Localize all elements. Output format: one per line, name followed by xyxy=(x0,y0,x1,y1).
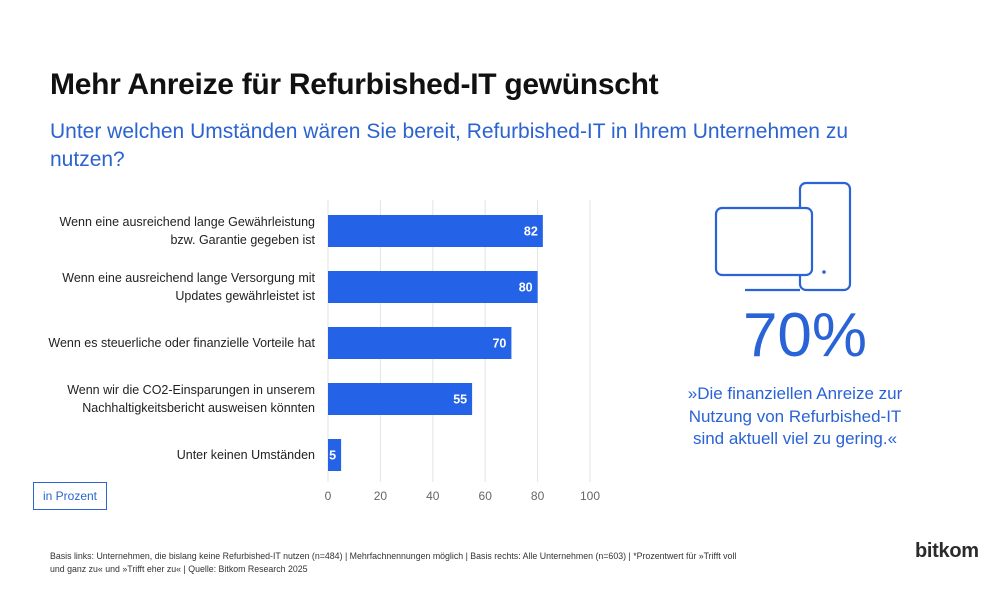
x-tick-label: 0 xyxy=(325,489,332,503)
value-label: 70 xyxy=(492,336,506,350)
phone-button xyxy=(822,270,826,274)
footnote: Basis links: Unternehmen, die bislang ke… xyxy=(50,551,737,574)
bar xyxy=(328,383,473,415)
subtitle: Unter welchen Umständen wären Sie bereit… xyxy=(50,120,848,171)
bar xyxy=(328,439,342,471)
x-tick-label: 40 xyxy=(426,489,440,503)
bar xyxy=(328,327,512,359)
category-label: Unter keinen Umständen xyxy=(176,448,315,462)
callout-quote: »Die finanziellen Anreize zur Nutzung vo… xyxy=(687,384,903,448)
x-tick-label: 20 xyxy=(374,489,388,503)
category-label: Wenn eine ausreichend lange Gewährleistu… xyxy=(59,215,316,247)
bar xyxy=(328,271,538,303)
device-icon xyxy=(714,181,852,292)
callout-figure: 70% xyxy=(742,301,868,370)
category-label: Wenn eine ausreichend lange Versorgung m… xyxy=(62,271,315,303)
value-label: 80 xyxy=(519,280,533,294)
category-label: Wenn wir die CO2-Einsparungen in unserem… xyxy=(67,383,315,415)
category-label: Wenn es steuerliche oder finanzielle Vor… xyxy=(48,336,315,350)
unit-label: in Prozent xyxy=(33,482,107,510)
value-label: 5 xyxy=(329,448,336,462)
logo: bitkom xyxy=(915,540,979,562)
title: Mehr Anreize für Refurbished-IT gewünsch… xyxy=(50,68,659,101)
bar xyxy=(328,215,543,247)
monitor-icon xyxy=(714,206,814,277)
x-tick-label: 100 xyxy=(580,489,600,503)
x-tick-label: 60 xyxy=(479,489,493,503)
value-label: 55 xyxy=(453,392,467,406)
value-label: 82 xyxy=(524,224,538,238)
x-tick-label: 80 xyxy=(531,489,545,503)
